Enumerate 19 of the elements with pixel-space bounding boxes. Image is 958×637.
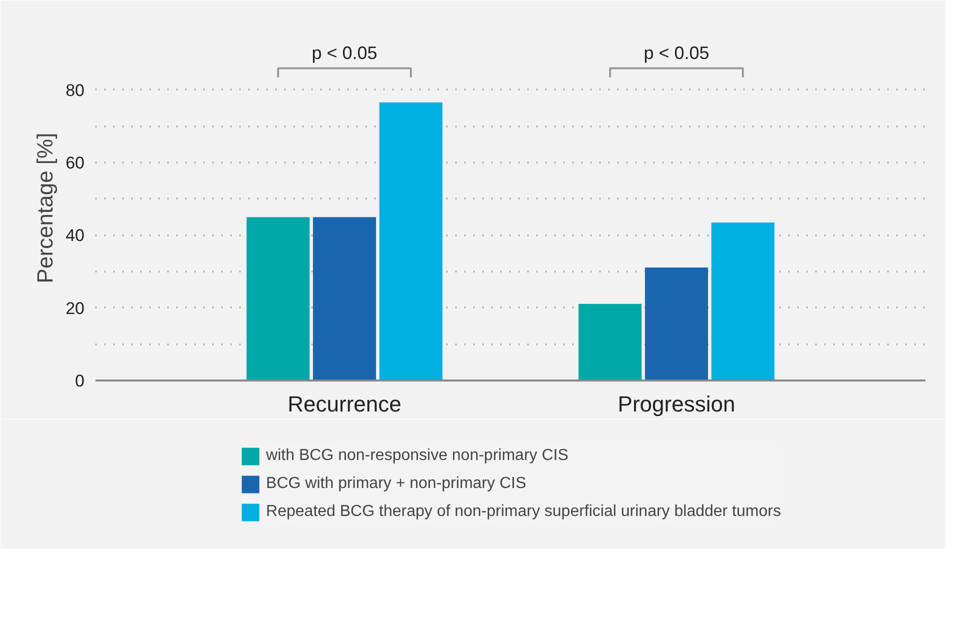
legend-label: Repeated BCG therapy of non-primary superficial urinary bladder tumors <box>266 503 781 521</box>
annotation: p < 0.05 <box>644 42 710 63</box>
bar <box>312 217 376 380</box>
bar <box>379 102 442 380</box>
y-axis-title: Percentage [%] <box>32 132 58 284</box>
legend-label: BCG with primary + non-primary CIS <box>266 475 526 493</box>
x-tick-label: Recurrence <box>288 392 402 416</box>
y-tick-label: 20 <box>66 298 85 318</box>
legend-label: with BCG non-responsive non-primary CIS <box>266 447 568 465</box>
annotation: p < 0.05 <box>312 42 378 63</box>
y-tick-label: 80 <box>66 80 85 100</box>
bar <box>644 268 708 380</box>
y-tick-label: 60 <box>66 154 85 173</box>
y-tick-label: 40 <box>66 226 85 246</box>
x-tick-label: Progression <box>618 392 736 416</box>
bar <box>246 217 310 380</box>
bar <box>711 222 774 380</box>
bar <box>578 304 642 380</box>
y-tick-label: 0 <box>75 372 85 390</box>
